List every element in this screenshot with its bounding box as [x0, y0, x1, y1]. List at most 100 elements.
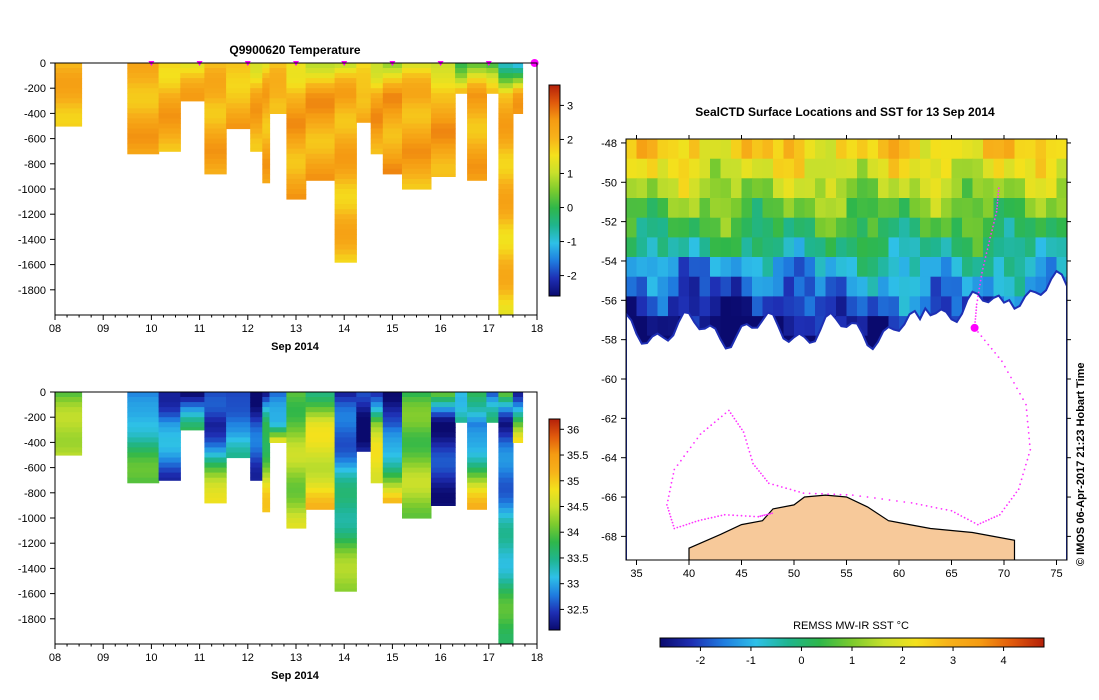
sst-cell: [752, 276, 763, 297]
salinity-cell: [269, 407, 287, 413]
salinity-profile: [180, 392, 205, 431]
sst-cell: [1004, 139, 1015, 160]
sst-cell: [941, 296, 952, 317]
sst-colorbar-ticks: -2 -1 0 1 2 3 4: [696, 647, 1007, 667]
x-tick-label: 10: [145, 323, 157, 335]
temperature-cell: [431, 83, 456, 89]
temperature-cell: [431, 128, 456, 135]
sst-cell: [752, 158, 763, 179]
temperature-cell: [498, 219, 514, 225]
temperature-cell: [467, 63, 487, 69]
sst-cell: [836, 296, 847, 317]
temperature-cell: [250, 133, 263, 140]
sst-cell: [773, 276, 784, 297]
temperature-profile: [269, 63, 287, 114]
salinity-cell: [467, 412, 487, 418]
temperature-cell: [498, 189, 514, 195]
track-point: [1027, 432, 1030, 434]
y-tick-label: -1600: [18, 260, 46, 272]
temperature-cell: [286, 178, 307, 185]
sst-cell: [1056, 237, 1067, 258]
temperature-cell: [127, 98, 160, 104]
track-point: [724, 412, 727, 415]
temperature-cell: [305, 148, 336, 155]
sst-cell: [773, 158, 784, 179]
sst-cell: [689, 276, 700, 297]
track-point: [935, 507, 938, 509]
salinity-y-axis: 0-200-400-600-800-1000-1200-1400-1600-18…: [18, 387, 55, 626]
temperature-cell: [498, 93, 514, 99]
salinity-cell: [158, 402, 181, 408]
salinity-cell: [356, 397, 372, 403]
track-point: [728, 409, 730, 412]
track-point: [997, 356, 1000, 358]
track-point: [760, 472, 762, 475]
track-point: [1010, 376, 1012, 379]
sst-cell: [752, 178, 763, 199]
temperature-cell: [431, 123, 456, 130]
salinity-cell: [286, 482, 307, 489]
track-point: [1022, 398, 1024, 401]
salinity-cell: [55, 397, 83, 403]
sst-cell: [720, 139, 732, 160]
salinity-cell: [467, 507, 487, 510]
temperature-cell: [498, 269, 514, 276]
track-point: [1001, 360, 1003, 363]
x-tick-label: 18: [531, 323, 543, 335]
salinity-cell: [305, 437, 336, 443]
salinity-cell: [262, 482, 271, 489]
sst-cell: [951, 217, 963, 238]
salinity-cell: [498, 467, 514, 474]
salinity-cell: [55, 437, 83, 443]
sst-cell: [636, 257, 648, 278]
sst-cell: [888, 198, 900, 219]
salinity-profile: [250, 392, 263, 481]
temperature-cell: [262, 88, 271, 94]
x-tick-label: 16: [434, 323, 446, 335]
track-point: [679, 525, 682, 528]
salinity-cell: [262, 392, 271, 398]
salinity-cell: [204, 412, 227, 418]
temperature-cell: [262, 63, 271, 69]
salinity-cell: [286, 392, 307, 398]
temperature-cell: [370, 143, 384, 150]
temperature-cell: [250, 83, 263, 89]
track-point: [973, 522, 976, 524]
salinity-cell: [158, 442, 181, 448]
temperature-cell: [356, 118, 372, 123]
salinity-cell: [402, 392, 432, 398]
sst-cell: [951, 198, 963, 219]
temperature-cell: [250, 128, 263, 135]
salinity-cell: [262, 427, 271, 433]
temperature-cell: [467, 103, 487, 109]
temperature-cell: [158, 148, 181, 152]
salinity-cell: [204, 497, 227, 504]
sst-cell: [930, 217, 942, 238]
temperature-cell: [498, 168, 514, 175]
sst-cell: [888, 257, 900, 278]
salinity-cell: [204, 467, 227, 474]
salinity-cell: [204, 397, 227, 403]
sst-cell: [668, 139, 679, 160]
sst-cell: [636, 296, 648, 317]
track-point: [670, 481, 673, 484]
salinity-cell: [486, 407, 500, 413]
temperature-cell: [334, 158, 357, 165]
salinity-cell: [498, 568, 514, 574]
sst-cell: [636, 237, 648, 258]
temperature-cell: [382, 98, 403, 104]
sst-cell: [699, 198, 711, 219]
salinity-cell: [382, 407, 403, 413]
sst-cell: [762, 276, 774, 297]
sst-cell: [699, 139, 711, 160]
salinity-cell: [204, 392, 227, 398]
temperature-cell: [334, 249, 357, 256]
sst-cell: [962, 257, 973, 278]
temperature-cell: [55, 68, 83, 74]
salinity-cell: [286, 452, 307, 459]
sst-cell: [794, 198, 805, 219]
sst-cell: [647, 276, 658, 297]
temperature-cell: [305, 178, 336, 181]
temperature-cell: [226, 88, 251, 94]
